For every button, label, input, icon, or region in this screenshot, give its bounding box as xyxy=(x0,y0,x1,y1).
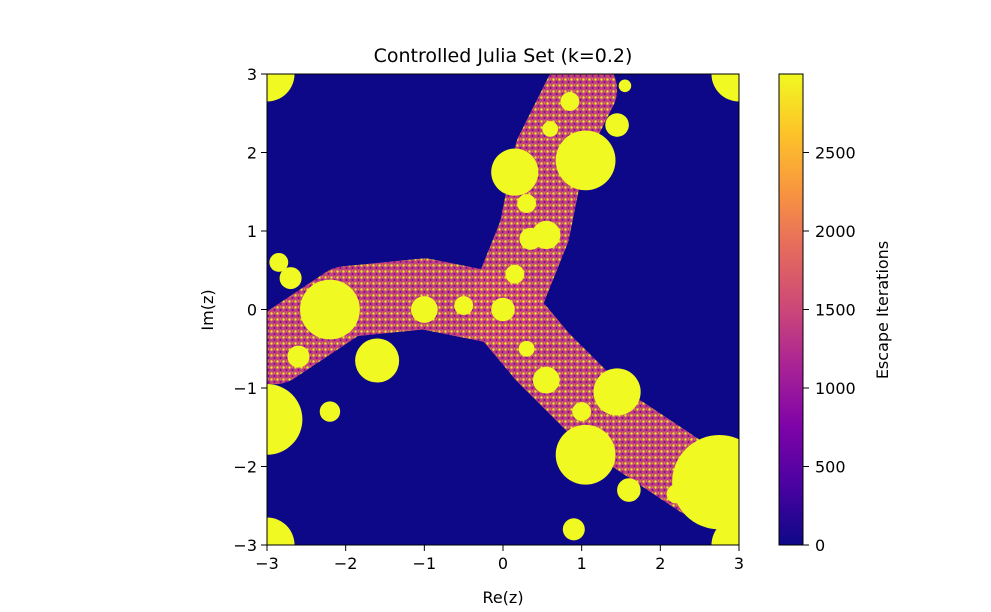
colorbar-gradient xyxy=(778,73,804,546)
y-tick-label: 0 xyxy=(247,301,257,320)
colorbar-tick-label: 2000 xyxy=(815,222,856,241)
y-tick-label: −3 xyxy=(233,536,257,555)
x-tick-label: 2 xyxy=(655,554,665,573)
fractal-fringe xyxy=(467,274,736,518)
fractal-disc xyxy=(666,484,686,504)
fractal-disc xyxy=(562,518,585,541)
fractal-disc xyxy=(269,252,289,272)
julia-fractal xyxy=(267,74,739,545)
fractal-disc xyxy=(410,296,438,323)
x-tick-label: 1 xyxy=(577,554,587,573)
fractal-blob xyxy=(711,74,739,102)
fractal-disc xyxy=(300,279,360,340)
fractal-disc xyxy=(319,401,341,422)
fractal-disc xyxy=(355,338,400,383)
fractal-disc xyxy=(593,368,641,416)
fractal-disc xyxy=(532,220,561,250)
x-axis-label: Re(z) xyxy=(482,588,523,607)
fractal-blob xyxy=(267,74,295,102)
y-tick-label: −1 xyxy=(233,379,257,398)
x-tick-label: −3 xyxy=(255,554,279,573)
colorbar-tick-label: 1500 xyxy=(815,301,856,320)
chart-title: Controlled Julia Set (k=0.2) xyxy=(374,45,633,67)
fractal-disc xyxy=(267,384,303,455)
fractal-disc xyxy=(572,402,592,421)
fractal-disc xyxy=(518,340,535,357)
fractal-disc xyxy=(560,92,580,111)
colorbar-tick-label: 1000 xyxy=(815,379,856,398)
y-tick-label: 1 xyxy=(247,222,257,241)
fractal-disc xyxy=(287,345,310,368)
fractal-disc xyxy=(672,435,739,530)
fractal-disc xyxy=(555,424,616,485)
colorbar-tick-label: 0 xyxy=(815,536,825,555)
colorbar-tick-label: 500 xyxy=(815,458,846,477)
fractal-disc xyxy=(617,478,641,502)
fractal-disc xyxy=(542,121,559,137)
fractal-disc xyxy=(605,113,629,137)
plot-area xyxy=(266,73,740,546)
colorbar-label: Escape Iterations xyxy=(873,241,892,379)
y-axis-label: Im(z) xyxy=(198,289,217,330)
x-tick-label: −1 xyxy=(413,554,437,573)
fractal-disc xyxy=(279,267,302,290)
fractal-blob xyxy=(267,517,295,545)
colorbar: 0 500 1000 1500 2000 2500 Escape Iterations xyxy=(778,73,892,555)
x-tick-label: −2 xyxy=(334,554,358,573)
y-tick-label: 2 xyxy=(247,144,257,163)
fractal-disc xyxy=(505,264,525,284)
x-axis-ticks: −3 −2 −1 0 1 2 3 xyxy=(255,545,744,573)
fractal-disc xyxy=(491,148,539,196)
y-tick-label: −2 xyxy=(233,458,257,477)
fractal-disc xyxy=(532,366,560,394)
y-tick-label: 3 xyxy=(247,65,257,84)
fractal-disc xyxy=(454,296,474,316)
fractal-disc xyxy=(555,130,616,191)
colorbar-ticks: 0 500 1000 1500 2000 2500 xyxy=(803,144,856,555)
colorbar-tick-label: 2500 xyxy=(815,144,856,163)
fractal-disc xyxy=(517,194,537,213)
fractal-disc xyxy=(491,297,515,322)
x-tick-label: 0 xyxy=(498,554,508,573)
fractal-disc xyxy=(618,79,632,93)
y-axis-ticks: −3 −2 −1 0 1 2 3 xyxy=(233,65,267,555)
x-tick-label: 3 xyxy=(734,554,744,573)
